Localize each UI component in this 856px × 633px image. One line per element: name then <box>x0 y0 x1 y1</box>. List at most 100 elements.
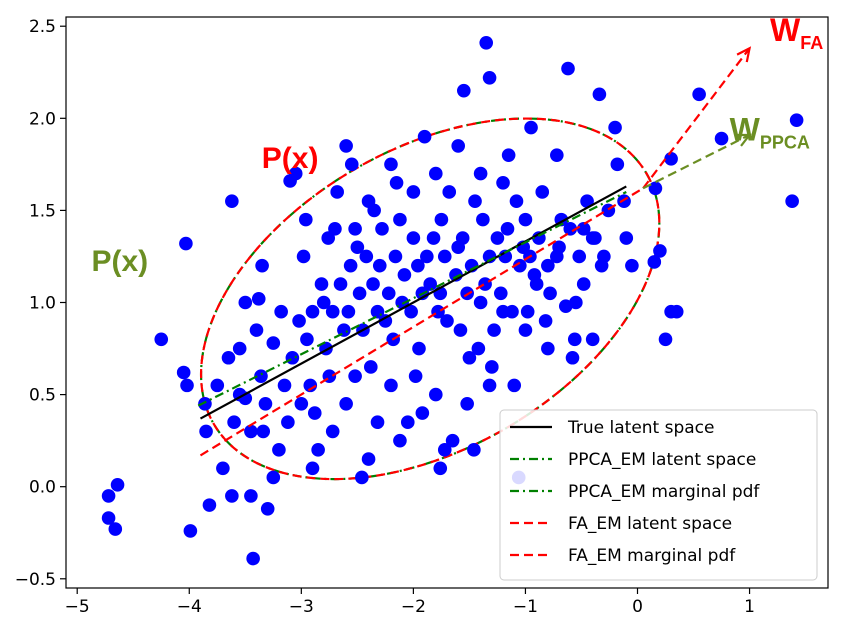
data-point <box>225 194 239 208</box>
data-point <box>520 304 535 319</box>
data-point <box>471 341 486 356</box>
x-tick-label: −1 <box>513 597 538 617</box>
data-point <box>389 175 404 190</box>
data-point <box>437 443 452 457</box>
data-point <box>451 139 466 153</box>
data-point <box>343 258 358 273</box>
data-point <box>404 304 418 319</box>
data-point <box>372 258 387 273</box>
legend-entry: True latent space <box>567 418 715 438</box>
data-point <box>400 415 415 430</box>
data-point <box>221 350 236 365</box>
data-point <box>393 433 407 448</box>
data-point <box>339 139 353 153</box>
data-point <box>370 415 385 430</box>
data-point <box>423 277 437 291</box>
data-point <box>266 470 281 485</box>
data-point <box>366 277 380 291</box>
data-point <box>592 87 607 102</box>
data-point <box>585 231 600 245</box>
data-points <box>101 35 804 566</box>
data-point <box>647 255 662 269</box>
x-tick-label: 1 <box>744 597 755 617</box>
data-point <box>325 424 340 439</box>
arrow-shaft <box>642 47 751 189</box>
y-axis: −0.5 0.0 0.5 1.0 1.5 2.0 2.5 <box>15 17 66 590</box>
data-point <box>431 304 445 319</box>
y-tick-label: 1.0 <box>29 294 56 314</box>
data-point <box>296 249 311 264</box>
data-point <box>479 35 494 50</box>
data-point <box>249 323 264 337</box>
data-point <box>505 304 519 319</box>
legend: True latent space PPCA_EM latent space PPC… <box>499 409 818 581</box>
direction-arrows <box>642 46 752 190</box>
data-point <box>388 249 403 264</box>
data-point <box>580 194 594 208</box>
data-point <box>653 244 667 258</box>
data-point <box>406 231 421 245</box>
data-point <box>314 277 329 291</box>
data-point <box>316 295 331 310</box>
legend-entry: PPCA_EM marginal pdf <box>568 482 760 502</box>
data-point <box>359 249 374 264</box>
data-point <box>381 286 396 301</box>
data-point <box>513 258 527 273</box>
data-point <box>348 222 362 236</box>
data-point <box>202 498 217 512</box>
line-ppca-em-latent-space <box>197 190 627 407</box>
data-point <box>300 332 314 347</box>
data-point <box>244 489 258 503</box>
data-point <box>457 83 471 98</box>
data-point <box>789 113 804 127</box>
data-point <box>238 295 253 310</box>
data-point <box>397 268 412 282</box>
data-point <box>307 406 322 420</box>
legend-box <box>499 409 818 581</box>
data-point <box>538 314 553 328</box>
data-point <box>567 332 582 347</box>
data-point <box>426 231 441 245</box>
data-point <box>455 231 470 245</box>
data-point <box>225 489 239 503</box>
data-point <box>355 470 369 485</box>
data-point <box>408 369 423 383</box>
data-point <box>344 157 359 172</box>
y-tick-label: 0.0 <box>29 478 56 498</box>
data-point <box>518 323 533 337</box>
data-point <box>485 360 499 374</box>
data-point <box>658 332 673 347</box>
x-tick-label: 0 <box>632 597 643 617</box>
data-point <box>246 551 260 566</box>
data-point <box>384 157 398 172</box>
data-point <box>501 148 516 162</box>
data-point <box>440 314 454 328</box>
data-point <box>714 131 729 146</box>
data-point <box>361 194 376 208</box>
data-point <box>288 166 303 181</box>
weight-label: WFA <box>770 12 823 53</box>
arrow-shaft <box>642 133 751 190</box>
data-point <box>176 365 191 380</box>
data-point <box>433 461 448 476</box>
px-label: P(x) <box>262 142 319 175</box>
weight-subscript: FA <box>800 33 823 53</box>
data-point <box>272 443 286 457</box>
data-point <box>558 299 573 313</box>
data-point <box>462 350 477 365</box>
px-label: P(x) <box>91 245 148 278</box>
data-point <box>541 258 555 273</box>
x-tick-label: −5 <box>65 597 90 617</box>
data-point <box>619 231 634 245</box>
legend-entry: FA_EM marginal pdf <box>568 546 736 566</box>
y-tick-label: 2.0 <box>29 109 56 129</box>
data-point <box>576 277 591 291</box>
data-point <box>518 212 533 227</box>
data-point <box>179 236 193 251</box>
data-point <box>325 304 340 319</box>
data-point <box>473 295 488 310</box>
data-point <box>543 286 557 301</box>
data-point <box>442 185 457 199</box>
data-point <box>476 212 490 227</box>
data-point <box>527 268 542 282</box>
